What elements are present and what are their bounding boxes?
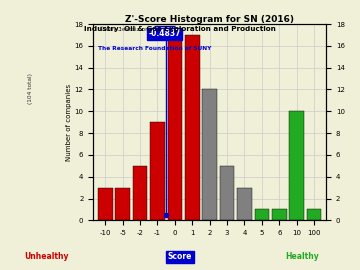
Bar [133, 166, 148, 220]
Text: Unhealthy: Unhealthy [24, 252, 69, 261]
Bar [167, 35, 182, 220]
Text: Score: Score [168, 252, 192, 261]
Bar [237, 188, 252, 220]
Bar [272, 210, 287, 220]
Text: The Research Foundation of SUNY: The Research Foundation of SUNY [98, 46, 211, 50]
Bar [150, 122, 165, 220]
Text: (104 total): (104 total) [28, 73, 33, 104]
Y-axis label: Number of companies: Number of companies [66, 84, 72, 161]
Text: Industry: Oil & Gas Exploration and Production: Industry: Oil & Gas Exploration and Prod… [84, 26, 276, 32]
Bar [220, 166, 234, 220]
Bar [289, 111, 304, 220]
Text: Healthy: Healthy [285, 252, 319, 261]
Text: ©www.textbiz.org: ©www.textbiz.org [98, 26, 151, 32]
Bar [307, 210, 321, 220]
Bar [202, 89, 217, 220]
Bar [115, 188, 130, 220]
Bar [98, 188, 113, 220]
Bar [255, 210, 269, 220]
Bar [185, 35, 200, 220]
Text: -0.4837: -0.4837 [148, 29, 181, 38]
Title: Z'-Score Histogram for SN (2016): Z'-Score Histogram for SN (2016) [125, 15, 294, 24]
